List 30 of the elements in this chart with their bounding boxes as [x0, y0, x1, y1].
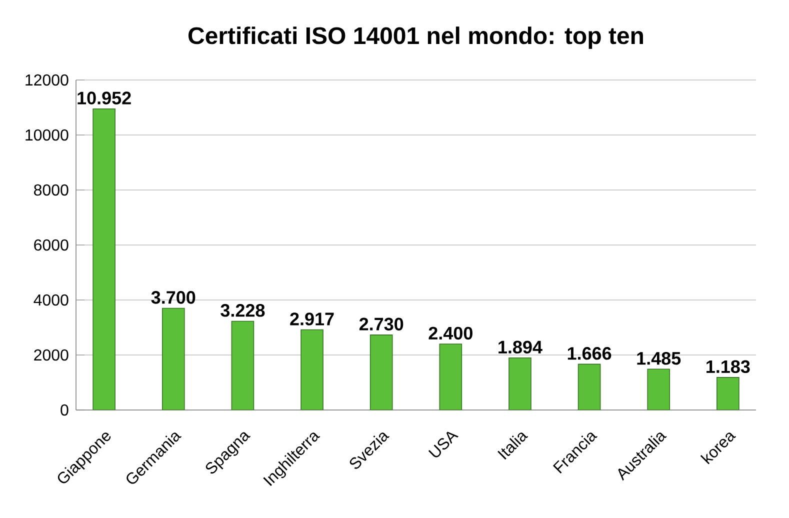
bar — [716, 377, 740, 410]
bar — [508, 358, 532, 410]
y-tick-label: 6000 — [34, 239, 68, 251]
y-tick-label: 10000 — [26, 129, 68, 141]
x-tick-label: Italia — [498, 432, 528, 460]
bar — [439, 344, 462, 410]
bar — [231, 320, 254, 410]
bar — [92, 108, 116, 410]
data-label: 2.917 — [290, 312, 334, 326]
data-label: 2.730 — [359, 318, 404, 330]
data-label: 1.183 — [706, 360, 750, 374]
y-tick-label: 4000 — [34, 294, 68, 306]
bar — [578, 364, 601, 410]
chart-title: Certificati ISO 14001 nel mondo: top ten — [188, 26, 643, 49]
data-label: 1.666 — [568, 347, 612, 360]
data-label: 1.485 — [637, 352, 681, 365]
bar — [300, 329, 324, 410]
bar — [370, 334, 393, 410]
data-label: 10.952 — [78, 92, 131, 104]
y-tick-label: 8000 — [34, 184, 68, 196]
y-tick-label: 0 — [60, 404, 68, 416]
data-label: 2.400 — [428, 326, 472, 340]
bar — [647, 368, 670, 410]
y-tick-label: 2000 — [34, 349, 68, 361]
data-label: 3.700 — [151, 291, 196, 304]
x-tick-label: USA — [428, 432, 459, 458]
data-label: 1.894 — [498, 340, 542, 354]
bar — [162, 308, 185, 410]
data-label: 3.228 — [220, 304, 265, 317]
y-tick-label: 12000 — [26, 74, 68, 86]
